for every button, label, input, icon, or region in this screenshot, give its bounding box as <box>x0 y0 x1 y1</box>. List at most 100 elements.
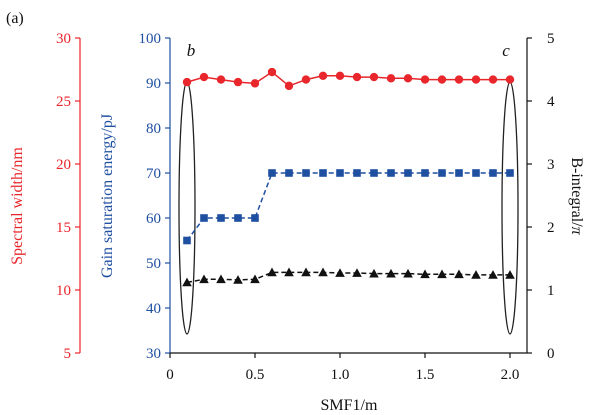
spectral-width-point <box>318 71 328 81</box>
x-axis-title: SMF1/m <box>321 397 378 414</box>
b-integral-point <box>369 268 379 278</box>
spectral-width-point <box>267 67 277 77</box>
b-integral-point <box>488 270 498 279</box>
energy-axis-title: Gain saturation energy/pJ <box>99 114 116 278</box>
spectral-width-point <box>352 72 362 82</box>
data-series <box>182 67 515 287</box>
spectral-tick-label: 5 <box>64 346 72 362</box>
spectral-axis-title: Spectral width/nm <box>9 147 26 265</box>
b-integral-axis-title-text: B-integral/ <box>568 157 585 227</box>
b-integral-tick-label: 3 <box>547 157 555 173</box>
spectral-width-point <box>437 75 447 84</box>
spectral-width-point <box>335 71 345 81</box>
x-tick-label: 0 <box>166 367 174 383</box>
annotation-c: c <box>502 41 510 60</box>
ellipse-c <box>501 81 519 335</box>
spectral-width-point <box>250 79 260 88</box>
spectral-width-point <box>454 75 464 84</box>
x-axis: 0 0.5 1.0 1.5 2.0 <box>166 352 527 383</box>
gain-energy-point <box>234 214 242 222</box>
spectral-width-point <box>386 74 396 83</box>
b-integral-point <box>454 269 464 279</box>
b-integral-axis: 0 1 2 3 4 5 <box>526 31 555 362</box>
b-integral-point <box>420 269 430 279</box>
gain-energy-point <box>302 169 310 177</box>
spectral-width-point <box>284 81 294 91</box>
b-integral-tick-label: 5 <box>547 31 555 47</box>
b-integral-point <box>352 268 362 277</box>
b-integral-point <box>267 267 277 277</box>
spectral-width-axis: 5 10 15 20 25 30 <box>56 31 81 362</box>
spectral-tick-label: 20 <box>56 157 71 173</box>
b-integral-point <box>182 277 192 287</box>
gain-energy-point <box>251 214 259 222</box>
energy-tick-label: 70 <box>146 166 161 182</box>
gain-energy-point <box>353 169 361 177</box>
spectral-tick-label: 30 <box>56 31 71 47</box>
energy-tick-label: 50 <box>146 256 161 272</box>
gain-energy-point <box>319 169 327 177</box>
energy-tick-label: 40 <box>146 301 161 317</box>
energy-tick-label: 60 <box>146 211 161 227</box>
x-tick-label: 2.0 <box>501 367 520 383</box>
b-integral-tick-label: 2 <box>547 220 555 236</box>
spectral-width-point <box>182 77 192 87</box>
energy-tick-label: 100 <box>139 31 162 47</box>
b-integral-point <box>216 274 226 284</box>
spectral-width-point <box>420 75 430 84</box>
b-integral-point <box>437 269 447 279</box>
gain-energy-point <box>438 169 446 177</box>
highlight-ellipses <box>178 81 519 335</box>
b-integral-point <box>233 275 243 284</box>
energy-series-line <box>186 172 510 241</box>
gain-energy-point <box>217 214 225 222</box>
spectral-tick-label: 15 <box>56 220 71 236</box>
gain-energy-point <box>183 236 191 245</box>
spectral-tick-label: 25 <box>56 94 71 110</box>
b-integral-tick-label: 4 <box>547 94 555 110</box>
spectral-width-point <box>403 74 413 83</box>
b-integral-tick-label: 1 <box>547 283 555 299</box>
b-integral-point <box>250 274 260 284</box>
spectral-tick-label: 10 <box>56 283 71 299</box>
b-integral-point <box>403 268 413 278</box>
gain-energy-point <box>489 169 497 177</box>
gain-energy-point <box>421 169 429 177</box>
gain-energy-point <box>285 169 293 177</box>
b-integral-point <box>199 274 209 284</box>
x-tick-label: 1.0 <box>331 367 350 383</box>
b-integral-point <box>301 267 311 277</box>
gain-energy-point <box>506 169 514 177</box>
spectral-width-point <box>199 72 209 82</box>
energy-tick-label: 80 <box>146 121 161 137</box>
b-integral-point <box>386 268 396 278</box>
gain-energy-point <box>455 169 463 177</box>
x-tick-label: 1.5 <box>416 367 435 383</box>
energy-tick-label: 90 <box>146 76 161 92</box>
spectral-width-point <box>488 75 498 84</box>
annotation-b: b <box>187 41 196 60</box>
gain-energy-point <box>268 169 276 177</box>
gain-energy-point <box>472 169 480 177</box>
spectral-width-point <box>369 72 379 82</box>
gain-energy-point <box>387 169 395 177</box>
gain-energy-point <box>404 169 412 177</box>
b-integral-point <box>335 268 345 277</box>
b-integral-axis-title: B-integral/π <box>568 157 585 235</box>
b-integral-point <box>318 267 328 277</box>
panel-label: (a) <box>6 10 24 27</box>
gain-energy-point <box>336 169 344 177</box>
b-integral-point <box>505 270 515 279</box>
ellipse-b <box>178 81 196 335</box>
bint-series-line <box>186 271 510 284</box>
spectral-width-point <box>216 75 226 84</box>
gain-energy-point <box>200 214 208 222</box>
spectral-width-point <box>233 77 243 87</box>
energy-tick-label: 30 <box>146 346 161 362</box>
b-integral-point <box>284 267 294 277</box>
b-integral-axis-title-symbol: π <box>568 227 585 236</box>
gain-energy-point <box>370 169 378 177</box>
spectral-width-point <box>505 75 515 84</box>
